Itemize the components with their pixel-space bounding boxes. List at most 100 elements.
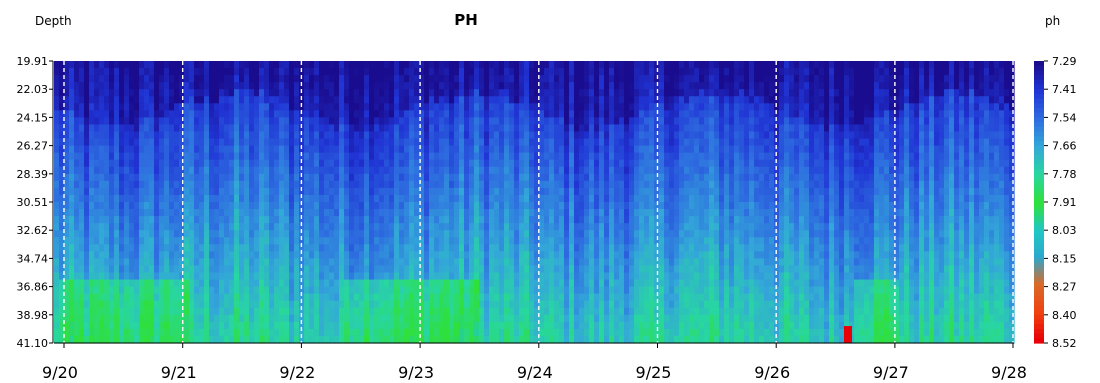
heatmap-cell <box>499 138 505 147</box>
heatmap-cell <box>449 202 455 210</box>
heatmap-cell <box>269 209 275 217</box>
heatmap-cell <box>79 159 85 168</box>
heatmap-cell <box>514 258 520 267</box>
heatmap-cell <box>304 244 310 252</box>
heatmap-cell <box>199 145 205 154</box>
heatmap-cell <box>429 286 435 295</box>
heatmap-cell <box>294 194 300 203</box>
heatmap-cell <box>624 202 630 210</box>
heatmap-cell <box>249 216 255 224</box>
heatmap-cell <box>74 180 80 189</box>
heatmap-cell <box>214 187 220 196</box>
heatmap-cell <box>99 202 105 210</box>
heatmap-cell <box>609 159 615 168</box>
heatmap-cell <box>414 300 420 309</box>
heatmap-cell <box>639 321 645 330</box>
heatmap-cell <box>329 307 335 316</box>
heatmap-cell <box>534 68 540 76</box>
heatmap-cell <box>59 244 65 252</box>
heatmap-cell <box>269 265 275 274</box>
heatmap-cell <box>369 265 375 274</box>
heatmap-cell <box>194 82 200 90</box>
heatmap-cell <box>534 293 540 302</box>
heatmap-cell <box>104 307 110 316</box>
heatmap-cell <box>389 251 395 259</box>
heatmap-cell <box>594 279 600 288</box>
heatmap-cell <box>379 117 385 126</box>
heatmap-cell <box>274 68 280 76</box>
heatmap-cell <box>209 75 215 83</box>
heatmap-cell <box>379 145 385 154</box>
heatmap-cell <box>299 286 305 295</box>
heatmap-cell <box>554 216 560 224</box>
heatmap-cell <box>359 258 365 267</box>
heatmap-cell <box>64 173 70 182</box>
heatmap-cell <box>349 314 355 323</box>
heatmap-cell <box>214 180 220 189</box>
heatmap-cell <box>144 293 150 302</box>
heatmap-cell <box>334 152 340 161</box>
heatmap-cell <box>59 173 65 182</box>
heatmap-cell <box>204 300 210 309</box>
heatmap-cell <box>519 237 525 245</box>
heatmap-cell <box>584 159 590 168</box>
heatmap-cell <box>614 145 620 154</box>
heatmap-cell <box>249 110 255 118</box>
heatmap-cell <box>589 286 595 295</box>
heatmap-cell <box>164 258 170 267</box>
heatmap-cell <box>544 145 550 154</box>
heatmap-cell <box>649 321 655 330</box>
heatmap-cell <box>79 75 85 83</box>
heatmap-cell <box>164 321 170 330</box>
heatmap-cell <box>234 82 240 90</box>
heatmap-cell <box>254 265 260 274</box>
heatmap-cell <box>364 251 370 259</box>
heatmap-cell <box>179 96 185 104</box>
heatmap-cell <box>229 124 235 133</box>
heatmap-cell <box>244 209 250 217</box>
heatmap-cell <box>614 159 620 168</box>
heatmap-cell <box>544 251 550 259</box>
heatmap-cell <box>204 61 210 69</box>
heatmap-cell <box>224 61 230 69</box>
heatmap-cell <box>509 138 515 147</box>
heatmap-cell <box>419 244 425 252</box>
heatmap-cell <box>479 216 485 224</box>
heatmap-cell <box>159 314 165 323</box>
heatmap-cell <box>294 131 300 140</box>
heatmap-cell <box>564 237 570 245</box>
heatmap-cell <box>474 223 480 231</box>
heatmap-cell <box>529 131 535 140</box>
heatmap-cell <box>264 187 270 196</box>
heatmap-cell <box>499 110 505 118</box>
heatmap-cell <box>449 138 455 147</box>
heatmap-cell <box>519 180 525 189</box>
heatmap-cell <box>669 138 675 147</box>
heatmap-cell <box>434 180 440 189</box>
heatmap-cell <box>129 68 135 76</box>
heatmap-cell <box>569 187 575 196</box>
heatmap-cell <box>154 335 160 344</box>
heatmap-cell <box>384 103 390 111</box>
heatmap-cell <box>669 286 675 295</box>
heatmap-cell <box>119 159 125 168</box>
heatmap-cell <box>354 202 360 210</box>
heatmap-cell <box>484 258 490 267</box>
heatmap-cell <box>524 187 530 196</box>
heatmap-cell <box>154 145 160 154</box>
heatmap-cell <box>124 124 130 133</box>
heatmap-cell <box>264 166 270 175</box>
heatmap-cell <box>674 117 680 126</box>
heatmap-cell <box>119 293 125 302</box>
heatmap-cell <box>654 230 660 238</box>
heatmap-cell <box>604 251 610 259</box>
heatmap-cell <box>619 307 625 316</box>
heatmap-cell <box>609 265 615 274</box>
heatmap-cell <box>604 124 610 133</box>
heatmap-cell <box>474 244 480 252</box>
heatmap-cell <box>309 216 315 224</box>
heatmap-cell <box>69 300 75 309</box>
heatmap-cell <box>414 138 420 147</box>
heatmap-cell <box>614 152 620 161</box>
heatmap-cell <box>254 286 260 295</box>
